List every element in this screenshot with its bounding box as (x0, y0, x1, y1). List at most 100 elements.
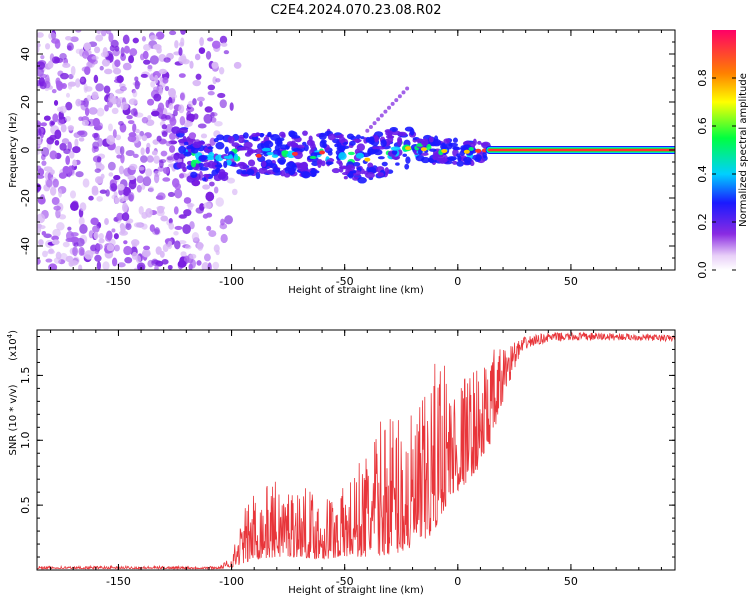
noise-dot (58, 188, 63, 198)
snr-xtick-label: -100 (219, 575, 244, 588)
signal-blob (177, 153, 186, 160)
noise-dot (130, 108, 138, 116)
noise-dot (152, 43, 162, 50)
signal-blob (393, 156, 400, 160)
noise-dot (39, 73, 48, 79)
signal-blob (438, 157, 447, 164)
noise-dot (168, 145, 176, 153)
signal-blob (331, 168, 341, 174)
colorbar-tick-label: 0.6 (696, 117, 709, 135)
signal-blob (183, 151, 192, 157)
signal-blob (202, 177, 207, 182)
noise-dot (150, 81, 156, 88)
noise-dot (192, 79, 202, 87)
noise-dot (61, 138, 70, 145)
noise-dot (58, 172, 67, 179)
noise-dot (211, 61, 219, 69)
noise-dot (128, 132, 137, 138)
colorbar-label: Normalized spectral amplitude (738, 73, 749, 227)
signal-blob (192, 141, 202, 149)
signal-blob (347, 151, 355, 156)
noise-dot (53, 205, 61, 211)
noise-dot (111, 107, 119, 115)
noise-dot (70, 232, 79, 237)
noise-dot (104, 218, 109, 226)
noise-dot (43, 166, 53, 172)
signal-blob (199, 167, 209, 171)
noise-dot (143, 59, 151, 65)
noise-dot (96, 156, 102, 163)
noise-dot (65, 255, 74, 263)
noise-dot (40, 122, 48, 127)
signal-blob (284, 172, 291, 178)
signal-branch-dot (394, 98, 399, 103)
noise-dot (134, 80, 140, 90)
noise-dot (106, 243, 115, 252)
noise-dot (37, 149, 41, 155)
noise-dot (183, 209, 192, 217)
noise-dot (149, 55, 159, 65)
snr-xtick-label: 50 (564, 575, 578, 588)
noise-dot (129, 48, 138, 57)
noise-dot (109, 183, 118, 192)
noise-dot (90, 217, 99, 226)
noise-dot (119, 145, 125, 155)
signal-blob (207, 146, 214, 150)
noise-dot (60, 124, 67, 133)
snr-panel: -150 -100 -50 0 50 0.5 1.0 1.5 Height of straig… (6, 329, 676, 596)
signal-blob (338, 165, 349, 170)
noise-dot (72, 246, 78, 257)
noise-dot (120, 101, 129, 111)
noise-dot (75, 98, 82, 107)
signal-blob (274, 137, 283, 146)
noise-dot (113, 244, 120, 252)
noise-dot (72, 256, 80, 265)
noise-dot (94, 176, 104, 184)
signal-blob (468, 147, 474, 151)
signal-blob (377, 156, 385, 160)
noise-dot (160, 139, 167, 144)
noise-dot (37, 134, 42, 145)
signal-hotspot (319, 150, 326, 155)
noise-dot (128, 179, 137, 190)
noise-dot (62, 241, 70, 248)
signal-blob (211, 162, 218, 169)
noise-dot (75, 171, 84, 178)
noise-dot (145, 168, 153, 177)
noise-dot (224, 215, 233, 225)
signal-blob (380, 139, 387, 147)
signal-blob (428, 159, 438, 163)
signal-blob (228, 154, 233, 159)
noise-dot (219, 223, 228, 230)
noise-dot (122, 62, 132, 71)
signal-blob (274, 144, 280, 152)
signal-blob (300, 161, 309, 170)
noise-dot (158, 158, 167, 164)
noise-dot (49, 186, 57, 196)
noise-dot (220, 42, 228, 47)
noise-dot (60, 72, 69, 80)
noise-dot (73, 241, 79, 247)
signal-blob (397, 136, 402, 143)
noise-dot (210, 111, 215, 118)
noise-dot (115, 134, 122, 141)
noise-dot (67, 141, 72, 151)
signal-blob (246, 147, 254, 156)
signal-blob (266, 151, 274, 156)
noise-dot (79, 202, 87, 212)
signal-blob (171, 126, 181, 134)
noise-dot (98, 233, 104, 240)
noise-dot (171, 178, 180, 188)
noise-dot (198, 101, 203, 107)
noise-dot (178, 73, 186, 78)
noise-dot (42, 250, 48, 258)
signal-blob (369, 136, 375, 145)
signal-blob (409, 128, 415, 136)
noise-dot (131, 239, 140, 247)
noise-dot (84, 250, 94, 260)
noise-dot (211, 40, 221, 49)
noise-dot (118, 120, 124, 126)
noise-dot (82, 178, 90, 188)
spectrogram-ytick-label: 0 (19, 147, 32, 154)
noise-dot (141, 36, 147, 42)
